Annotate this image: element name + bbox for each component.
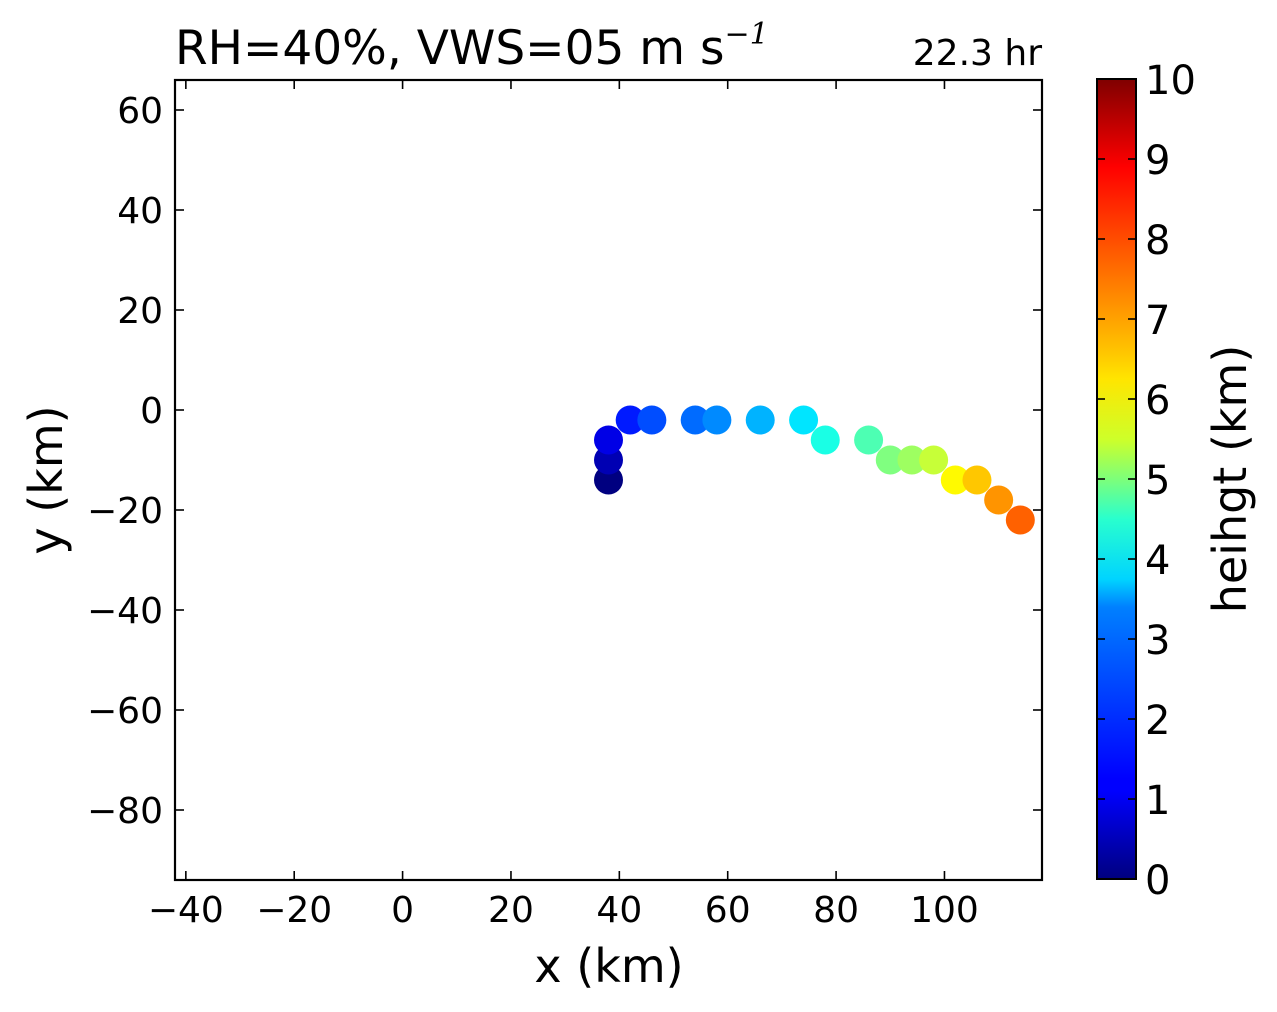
trajectory-point — [680, 405, 710, 435]
trajectory-point — [594, 425, 623, 455]
colorbar-tick-label: 10 — [1145, 58, 1196, 104]
trajectory-point — [1005, 505, 1035, 535]
y-tick-label: −60 — [87, 691, 163, 732]
chart-title: RH=40%, VWS=05 m s−1 — [175, 17, 769, 76]
colorbar-tick-label: 9 — [1145, 138, 1170, 184]
trajectory-point — [615, 405, 645, 435]
colorbar-tick-label: 4 — [1145, 538, 1170, 584]
x-tick-label: 20 — [488, 890, 534, 931]
colorbar-tick-label: 1 — [1145, 778, 1170, 824]
y-tick-label: −80 — [87, 791, 163, 832]
x-tick-label: 0 — [391, 890, 414, 931]
trajectory-point — [875, 445, 905, 475]
y-tick-label: 20 — [117, 291, 163, 332]
colorbar-label: heihgt (km) — [1203, 345, 1257, 614]
y-axis-ticks: 60 40 20 0 −20 −40 −60 −80 — [87, 91, 1042, 832]
colorbar-ticks: 0 1 2 3 4 5 6 7 8 9 10 — [1097, 58, 1196, 904]
colorbar-tick-label: 2 — [1145, 698, 1170, 744]
scatter-points — [594, 405, 1035, 535]
trajectory-point — [789, 405, 819, 435]
colorbar-tick-label: 5 — [1145, 458, 1170, 504]
trajectory-point — [594, 445, 623, 475]
y-tick-label: 60 — [117, 91, 163, 132]
trajectory-point — [594, 465, 623, 495]
colorbar-tick-label: 6 — [1145, 378, 1170, 424]
time-annotation: 22.3 hr — [913, 33, 1042, 74]
y-tick-label: −20 — [87, 491, 163, 532]
y-tick-label: −40 — [87, 591, 163, 632]
x-tick-label: 40 — [596, 890, 642, 931]
y-axis-label: y (km) — [19, 405, 73, 554]
colorbar-tick-label: 8 — [1145, 218, 1170, 264]
colorbar-tick-label: 7 — [1145, 298, 1170, 344]
trajectory-point — [810, 425, 840, 455]
x-tick-label: −20 — [256, 890, 332, 931]
trajectory-point — [702, 405, 732, 435]
colorbar-tick-label: 3 — [1145, 618, 1170, 664]
trajectory-point — [962, 465, 992, 495]
x-tick-label: 100 — [910, 890, 979, 931]
colorbar-tick-label: 0 — [1145, 858, 1170, 904]
y-tick-label: 40 — [117, 191, 163, 232]
x-tick-label: 60 — [705, 890, 751, 931]
trajectory-point — [745, 405, 775, 435]
trajectory-point — [637, 405, 667, 435]
x-axis-ticks: −40 −20 0 20 40 60 80 100 — [148, 80, 979, 931]
title-superscript: −1 — [725, 17, 769, 52]
x-tick-label: −40 — [148, 890, 224, 931]
x-tick-label: 80 — [813, 890, 859, 931]
trajectory-point — [897, 445, 927, 475]
plot-area: −40 −20 0 20 40 60 80 100 60 40 20 0 −20 −40 −60 −80 — [87, 78, 1044, 931]
y-tick-label: 0 — [140, 391, 163, 432]
trajectory-point — [940, 465, 970, 495]
x-axis-label: x (km) — [534, 939, 683, 993]
trajectory-point — [919, 445, 949, 475]
trajectory-point — [984, 485, 1014, 515]
colorbar: 0 1 2 3 4 5 6 7 8 9 10 heihgt (km) — [1096, 58, 1257, 904]
trajectory-point — [854, 425, 884, 455]
